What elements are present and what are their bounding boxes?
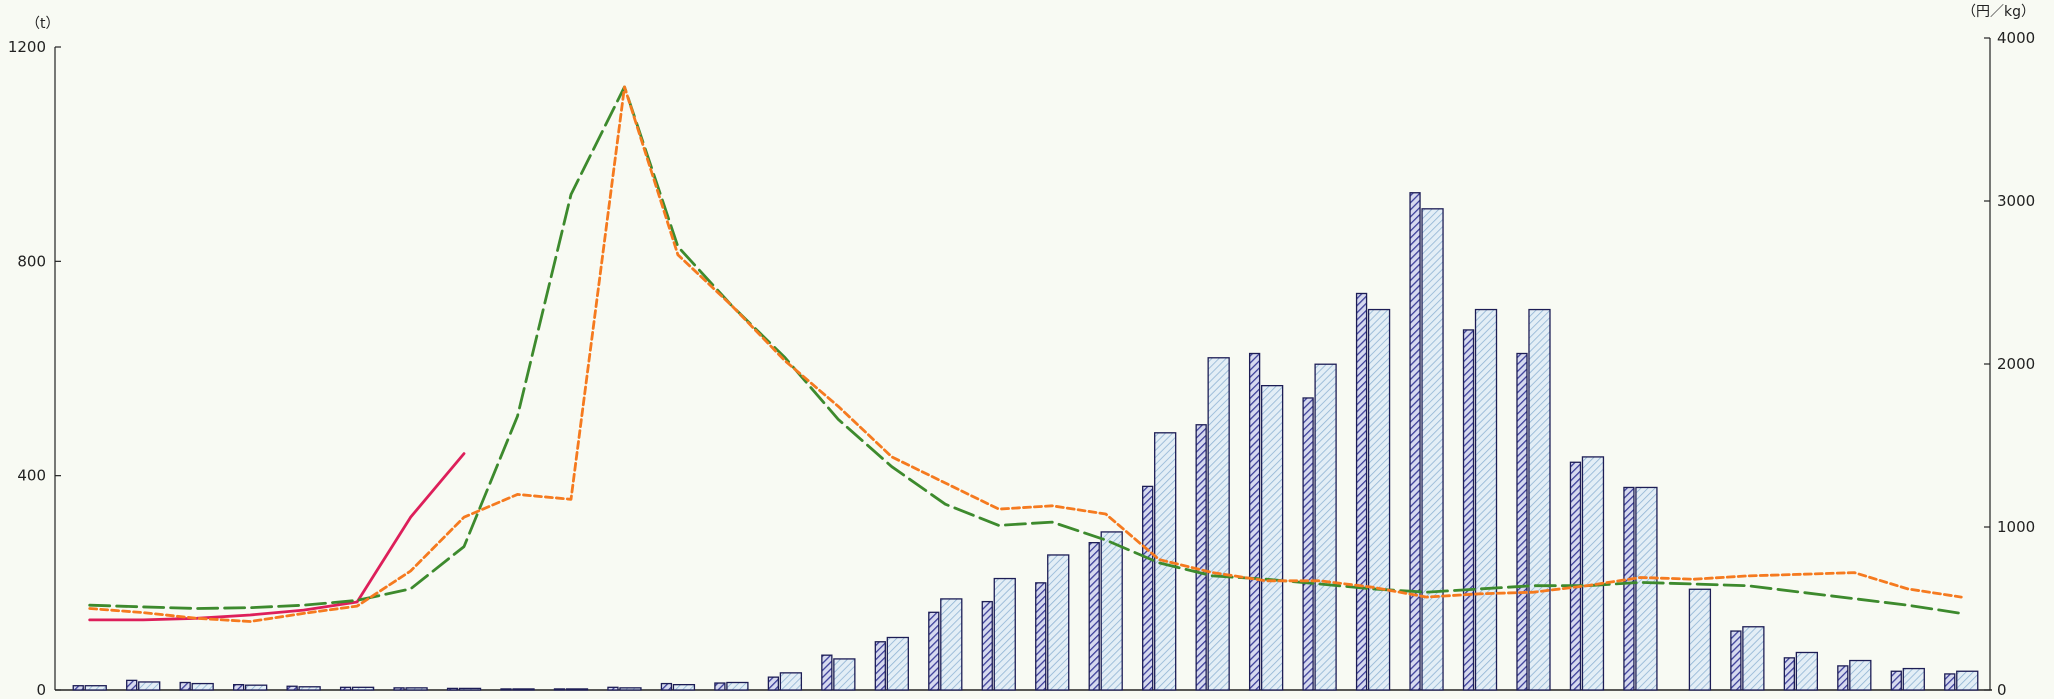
dark-bar xyxy=(1248,352,1261,691)
dark-bar xyxy=(500,688,512,691)
light-bar xyxy=(1742,626,1765,691)
dark-bar xyxy=(1409,192,1421,691)
light-bar xyxy=(565,688,589,691)
light-bar xyxy=(779,672,803,691)
light-bar xyxy=(886,636,909,691)
light-bar xyxy=(245,684,268,691)
dark-bar xyxy=(1516,352,1528,691)
dark-bar xyxy=(1302,397,1314,691)
light-bar xyxy=(84,685,107,691)
light-bar xyxy=(1207,357,1230,691)
dark-bar xyxy=(393,687,405,691)
dark-bar xyxy=(553,688,566,691)
light-bar xyxy=(1956,670,1979,691)
axes: （t） （円／kg） xyxy=(26,4,2035,691)
light-bar xyxy=(191,682,214,691)
right-axis-tick-label: 4000 xyxy=(1997,29,2035,47)
dark-bar xyxy=(767,676,780,691)
dark-bar xyxy=(821,654,833,691)
bar-series xyxy=(72,192,1979,691)
light-bar xyxy=(1314,363,1337,691)
light-bar xyxy=(1688,588,1712,691)
dark-bar xyxy=(928,611,940,691)
left-axis-unit-label: （t） xyxy=(26,16,60,32)
right-axis-unit-label: （円／kg） xyxy=(1962,4,2035,20)
light-bar xyxy=(1528,308,1551,691)
line-series-2 xyxy=(88,85,1963,615)
light-bar xyxy=(351,686,375,691)
light-bar xyxy=(1474,308,1498,691)
light-bar xyxy=(298,686,321,691)
dark-bar xyxy=(981,600,993,691)
dark-bar xyxy=(1035,582,1047,691)
dark-bar xyxy=(1142,485,1154,691)
dark-bar xyxy=(1890,670,1902,691)
dark-bar xyxy=(1783,657,1795,691)
light-bar xyxy=(993,577,1016,691)
right-axis-tick-label: 1000 xyxy=(1997,518,2035,536)
light-bar xyxy=(1795,651,1818,691)
light-bar xyxy=(1367,308,1391,691)
dark-bar xyxy=(1730,630,1742,691)
light-bar xyxy=(458,687,482,691)
right-axis-tick-label: 0 xyxy=(1997,681,2007,699)
dark-bar xyxy=(1944,673,1956,691)
dark-bar xyxy=(1569,461,1582,691)
right-axis-ticks: 0 1000 2000 3000 4000 xyxy=(1984,29,2035,699)
line-series-1 xyxy=(88,452,466,622)
light-bar xyxy=(1260,384,1284,691)
light-bar xyxy=(940,598,963,691)
dark-bar xyxy=(1623,486,1635,691)
light-bar xyxy=(726,681,749,691)
dark-bar xyxy=(286,685,298,691)
dark-bar xyxy=(339,686,352,691)
light-bar xyxy=(405,687,428,691)
line-series xyxy=(88,85,1963,623)
light-bar xyxy=(1635,486,1658,691)
light-bar xyxy=(672,683,696,691)
light-bar xyxy=(138,681,161,691)
dark-bar xyxy=(660,682,673,691)
left-axis-tick-label: 0 xyxy=(36,681,46,699)
light-bar xyxy=(1902,667,1925,691)
left-axis-tick-label: 400 xyxy=(17,467,46,485)
light-bar xyxy=(1849,659,1872,691)
light-bar xyxy=(1047,554,1070,691)
line-series-3 xyxy=(88,85,1963,623)
light-bar xyxy=(833,658,856,691)
left-axis-tick-label: 1200 xyxy=(8,38,46,56)
right-axis-tick-label: 3000 xyxy=(1997,192,2035,210)
dark-bar xyxy=(1837,665,1849,691)
dark-bar xyxy=(1355,292,1368,691)
right-axis-tick-label: 2000 xyxy=(1997,355,2035,373)
dark-bar xyxy=(714,682,726,691)
light-bar xyxy=(1581,456,1605,691)
light-bar xyxy=(1421,208,1444,691)
light-bar xyxy=(512,688,535,691)
dark-bar xyxy=(446,687,459,691)
dark-bar xyxy=(874,641,886,691)
light-bar xyxy=(1100,531,1123,691)
left-axis-tick-label: 800 xyxy=(17,252,46,270)
light-bar xyxy=(619,687,642,691)
dark-bar xyxy=(179,681,191,691)
dark-bar xyxy=(607,686,619,691)
dark-bar xyxy=(1088,541,1100,691)
dark-bar xyxy=(72,685,84,691)
dark-bar xyxy=(126,679,138,691)
left-axis-ticks: 0 400 800 1200 xyxy=(8,38,61,699)
dark-bar xyxy=(233,683,245,691)
dark-bar xyxy=(1195,424,1207,691)
dark-bar xyxy=(1462,329,1475,691)
